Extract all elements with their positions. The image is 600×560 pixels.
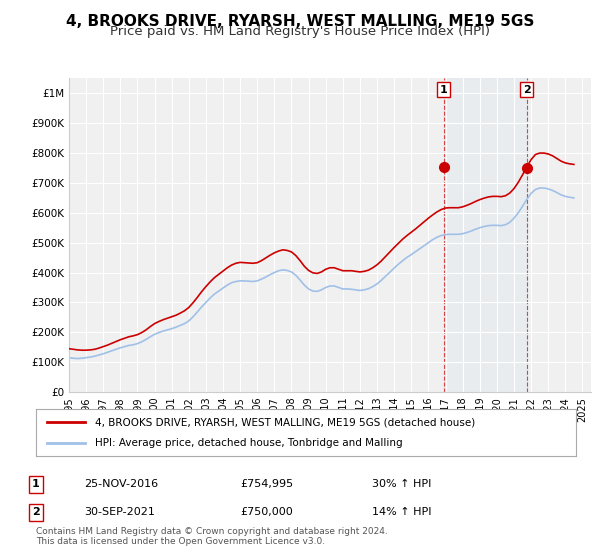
Text: 30% ↑ HPI: 30% ↑ HPI (372, 479, 431, 489)
Text: 1: 1 (32, 479, 40, 489)
Bar (444, 78, 527, 392)
Text: 4, BROOKS DRIVE, RYARSH, WEST MALLING, ME19 5GS (detached house): 4, BROOKS DRIVE, RYARSH, WEST MALLING, M… (95, 417, 476, 427)
Text: £754,995: £754,995 (240, 479, 293, 489)
Text: HPI: Average price, detached house, Tonbridge and Malling: HPI: Average price, detached house, Tonb… (95, 438, 403, 448)
Text: 25-NOV-2016: 25-NOV-2016 (84, 479, 158, 489)
Text: 2: 2 (523, 85, 530, 95)
Text: 30-SEP-2021: 30-SEP-2021 (84, 507, 155, 517)
Text: 4, BROOKS DRIVE, RYARSH, WEST MALLING, ME19 5GS: 4, BROOKS DRIVE, RYARSH, WEST MALLING, M… (66, 14, 534, 29)
Text: 1: 1 (440, 85, 448, 95)
Text: 14% ↑ HPI: 14% ↑ HPI (372, 507, 431, 517)
Text: Price paid vs. HM Land Registry's House Price Index (HPI): Price paid vs. HM Land Registry's House … (110, 25, 490, 38)
Text: Contains HM Land Registry data © Crown copyright and database right 2024.
This d: Contains HM Land Registry data © Crown c… (36, 526, 388, 546)
Text: £750,000: £750,000 (240, 507, 293, 517)
Text: 2: 2 (32, 507, 40, 517)
